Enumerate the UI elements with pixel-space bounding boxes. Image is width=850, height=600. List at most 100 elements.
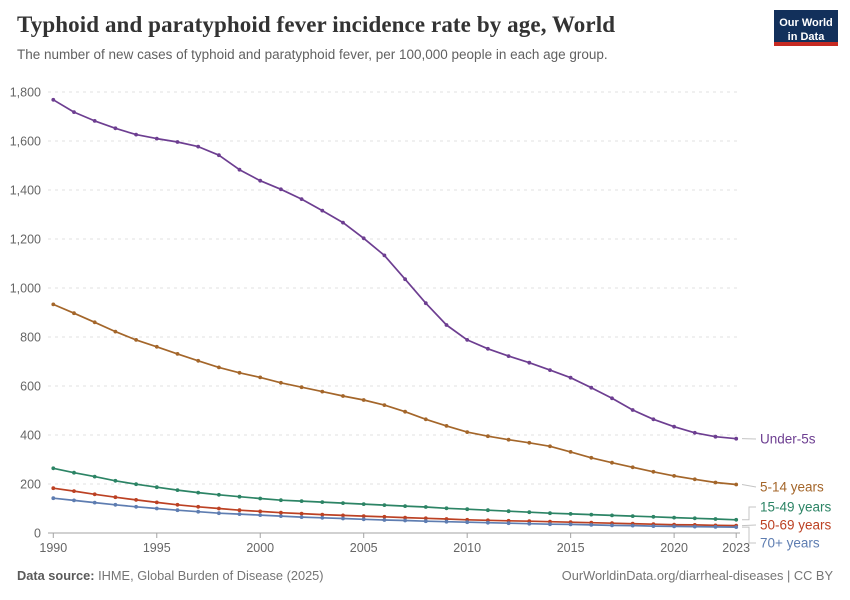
data-point (320, 208, 325, 213)
data-point (51, 466, 56, 471)
owid-link[interactable]: OurWorldinData.org/diarrheal-diseases | … (561, 568, 833, 583)
data-point (113, 502, 118, 507)
data-point (92, 320, 97, 325)
data-point (568, 375, 573, 380)
owid-logo-line1: Our World (779, 17, 833, 29)
data-point (734, 436, 739, 441)
data-point (713, 517, 718, 521)
data-point (423, 505, 428, 509)
data-point (92, 119, 97, 123)
series-label-70-years[interactable]: 70+ years (760, 536, 820, 551)
data-point (444, 424, 449, 428)
data-point (154, 344, 159, 349)
y-axis-tick-label: 1,400 (10, 184, 41, 198)
data-point (320, 500, 325, 504)
chart-subtitle: The number of new cases of typhoid and p… (17, 47, 608, 62)
data-point (610, 513, 614, 518)
series-line-15-49-years[interactable] (53, 467, 737, 521)
data-point (299, 511, 304, 516)
series-line-5-14-years[interactable] (52, 303, 737, 486)
data-point (361, 398, 366, 402)
data-point (692, 516, 697, 521)
series-label-50-69-years[interactable]: 50-69 years (760, 518, 832, 533)
data-point (154, 485, 159, 490)
data-point (651, 524, 656, 528)
data-point (423, 519, 428, 524)
owid-logo[interactable]: Our World in Data (774, 10, 838, 46)
data-point (51, 496, 56, 501)
data-point (299, 385, 304, 390)
data-point (382, 403, 387, 407)
page-title: Typhoid and paratyphoid fever incidence … (17, 12, 616, 37)
series-line-50-69-years[interactable] (53, 487, 737, 527)
data-point (175, 508, 180, 513)
data-point (196, 358, 201, 363)
series-line-70-years[interactable] (53, 497, 737, 528)
y-axis-tick-label: 1,800 (10, 86, 41, 100)
x-axis-tick-label: 2005 (350, 541, 378, 555)
data-point (175, 488, 180, 492)
x-axis-tick-label: 2023 (722, 541, 750, 555)
data-point (444, 517, 449, 521)
data-point (610, 523, 614, 528)
data-point (258, 509, 263, 514)
data-point (465, 507, 470, 512)
series-label-15-49-years[interactable]: 15-49 years (760, 500, 832, 515)
data-point (527, 521, 532, 526)
data-point (237, 512, 242, 516)
data-point (734, 525, 739, 529)
data-point (672, 515, 676, 520)
y-axis-tick-label: 1,600 (10, 135, 41, 149)
data-point (589, 455, 594, 460)
data-point (279, 380, 283, 385)
data-point (154, 136, 159, 141)
data-point (361, 502, 366, 506)
data-point (279, 187, 283, 192)
data-point (217, 153, 221, 158)
data-point (196, 504, 201, 509)
data-point (51, 486, 56, 491)
data-point (403, 409, 407, 414)
data-point (154, 506, 159, 511)
data-point (403, 504, 407, 508)
data-point (134, 498, 139, 502)
data-point (154, 500, 159, 505)
legend-connector (741, 483, 757, 488)
y-axis-tick-label: 600 (20, 380, 41, 394)
data-point (568, 522, 573, 527)
data-point (237, 508, 242, 513)
data-point (237, 370, 242, 375)
data-point (196, 509, 201, 514)
data-point (361, 236, 366, 241)
data-point (258, 375, 263, 380)
data-point (692, 477, 697, 482)
data-point (382, 514, 387, 519)
data-point (51, 302, 56, 307)
x-axis-tick-label: 1990 (39, 541, 67, 555)
series-label-5-14-years[interactable]: 5-14 years (760, 480, 824, 495)
x-axis-tick-label: 2010 (453, 541, 481, 555)
data-point (72, 311, 76, 316)
y-axis-tick-label: 200 (20, 478, 41, 492)
data-point (568, 450, 573, 454)
data-point (423, 516, 428, 521)
series-line-under-5s[interactable] (52, 99, 737, 440)
data-point (403, 277, 407, 282)
data-point (217, 492, 221, 497)
data-point (175, 502, 180, 507)
data-point (630, 465, 635, 470)
legend-connector (742, 506, 756, 521)
data-point (341, 513, 345, 518)
data-point (548, 368, 552, 372)
data-point (217, 365, 221, 370)
data-source-label: Data source: (17, 568, 95, 583)
data-point (72, 110, 76, 114)
data-point (506, 521, 511, 526)
data-point (444, 519, 449, 524)
series-label-under-5s[interactable]: Under-5s (760, 432, 816, 447)
data-point (113, 478, 118, 483)
data-point (486, 434, 490, 439)
data-point (134, 338, 139, 342)
